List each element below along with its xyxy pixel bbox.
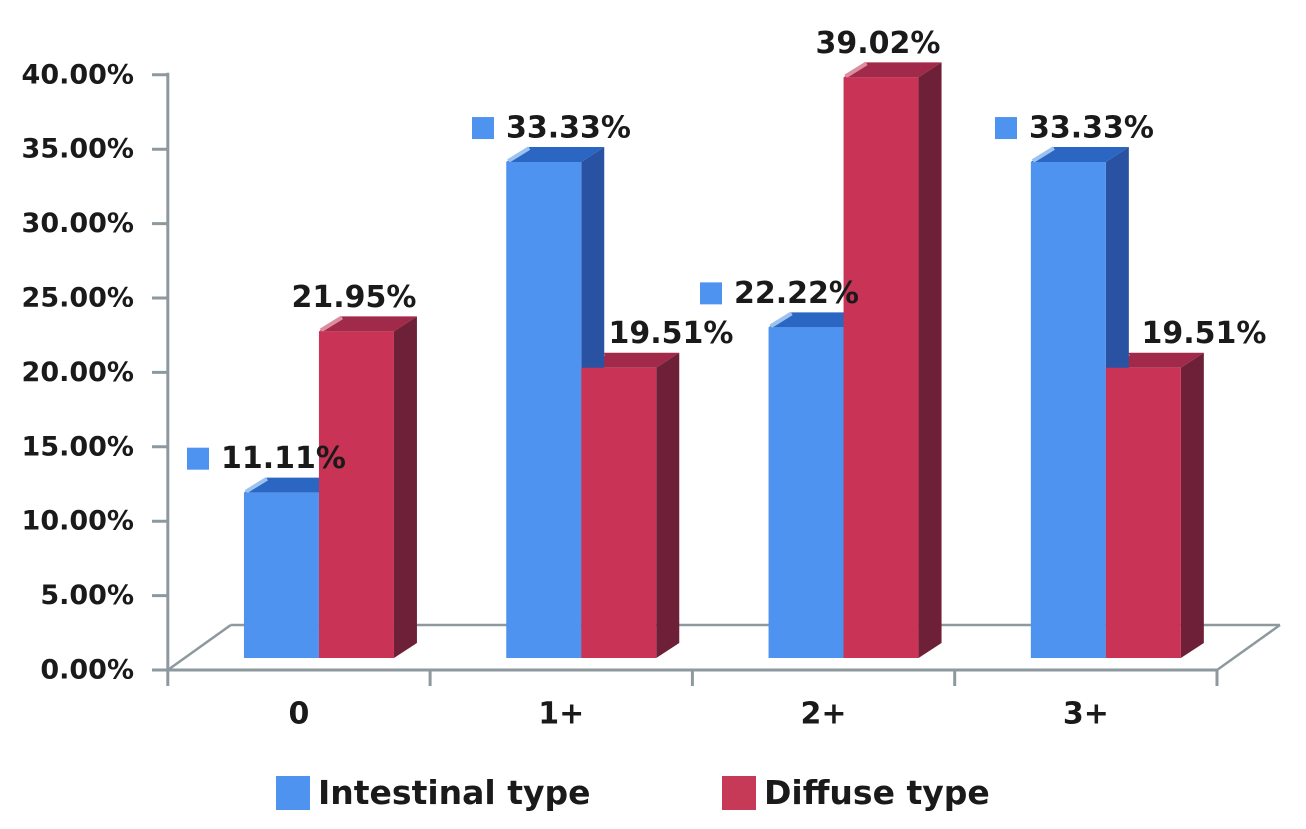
data-label-text: 22.22% [734,276,859,311]
legend: Intestinal type Diffuse type [0,770,1306,816]
x-category-label: 3+ [1063,697,1109,732]
y-axis-tick-label: 25.00% [22,283,134,314]
bar-intestinal-2+-top [768,312,867,328]
data-labels: 11.11%21.95%33.33%19.51%22.22%39.02%33.3… [187,26,1266,476]
data-label-text: 19.51% [1142,316,1267,351]
data-label-text: 11.11% [221,441,346,476]
y-axis-tick-label: 0.00% [40,655,134,686]
bar-diffuse-2+-top [843,62,942,78]
legend-swatch-diffuse-icon [722,776,756,810]
bar-diffuse-3+-top [1105,352,1204,368]
data-label-key-icon [472,117,494,140]
y-axis-tick-label: 10.00% [22,506,134,537]
y-axis: 40.00% 35.00% 30.00% 25.00% 20.00% 15.00% 10.0… [22,59,170,686]
bar-diffuse-3+-front [1105,367,1181,658]
data-label-diffuse-2+: 39.02% [816,26,941,61]
bar-intestinal-1+-front [506,162,582,658]
data-label-diffuse-0: 21.95% [292,280,417,315]
data-label-key-icon [700,282,722,305]
bar-diffuse-0-side [393,316,417,658]
bar-group-0 [243,315,417,658]
bar-intestinal-1+-top [506,147,605,163]
bar-diffuse-1+-top [581,352,680,368]
y-axis-tick-label: 5.00% [40,580,134,611]
bar-intestinal-2+-highlight [769,311,793,329]
bar-intestinal-0-highlight [244,476,269,494]
x-category-label: 1+ [538,697,584,732]
chart-canvas: 40.00% 35.00% 30.00% 25.00% 20.00% 15.00% 10.0… [22,26,1281,732]
bar-diffuse-3+-side [1180,352,1204,658]
x-category-label: 0 [289,697,310,732]
data-label-intestinal-3+: 33.33% [995,111,1154,146]
bar-diffuse-2+-side [918,62,942,659]
y-axis-tick-label: 35.00% [22,134,134,165]
y-axis-tick-label: 15.00% [22,431,134,462]
data-label-text: 33.33% [1029,111,1154,146]
data-label-intestinal-0: 11.11% [187,441,346,476]
data-label-intestinal-2+: 22.22% [700,276,859,311]
bar-group-3+ [1030,146,1204,658]
bar-intestinal-0-front [243,492,319,658]
data-label-text: 39.02% [816,26,941,61]
bar-diffuse-2+-highlight [844,61,868,79]
bar-intestinal-2+-front [768,327,844,658]
bars [243,61,1204,659]
floor-left-edge [167,623,232,672]
legend-label-intestinal: Intestinal type [318,773,591,812]
bar-group-2+ [768,61,942,659]
y-axis-tick-label: 40.00% [22,59,134,90]
legend-swatch-intestinal-icon [276,776,310,810]
x-category-label: 2+ [801,697,847,732]
bar-intestinal-3+-top [1030,147,1129,163]
y-axis-tick-label: 20.00% [22,357,134,388]
bar-diffuse-0-top [318,316,417,332]
bar-group-1+ [506,146,680,658]
data-label-key-icon [995,117,1017,140]
data-label-text: 33.33% [506,111,631,146]
data-label-text: 19.51% [609,316,734,351]
data-label-intestinal-1+: 33.33% [472,111,631,146]
data-label-diffuse-3+: 19.51% [1142,316,1267,351]
y-axis-tick-label: 30.00% [22,208,134,239]
data-label-key-icon [187,447,209,470]
bar-intestinal-3+-front [1030,162,1106,658]
bar-diffuse-0-front [318,331,394,658]
bar-diffuse-0-highlight [319,315,344,333]
bar-intestinal-0-top [243,477,342,493]
bar-intestinal-1+-highlight [507,146,531,163]
bar-diffuse-1+-side [656,352,680,658]
bar-diffuse-1+-front [581,367,657,658]
legend-item-diffuse-type: Diffuse type [722,770,990,816]
data-label-text: 21.95% [292,280,417,315]
data-label-diffuse-1+: 19.51% [609,316,734,351]
bar-intestinal-3+-highlight [1031,146,1055,163]
legend-label-diffuse: Diffuse type [764,773,990,812]
floor-right-edge [1216,623,1281,672]
x-axis: 0 1+ 2+ 3+ [166,668,1219,732]
legend-item-intestinal-type: Intestinal type [276,770,591,816]
bar-diffuse-2+-front [843,77,919,659]
